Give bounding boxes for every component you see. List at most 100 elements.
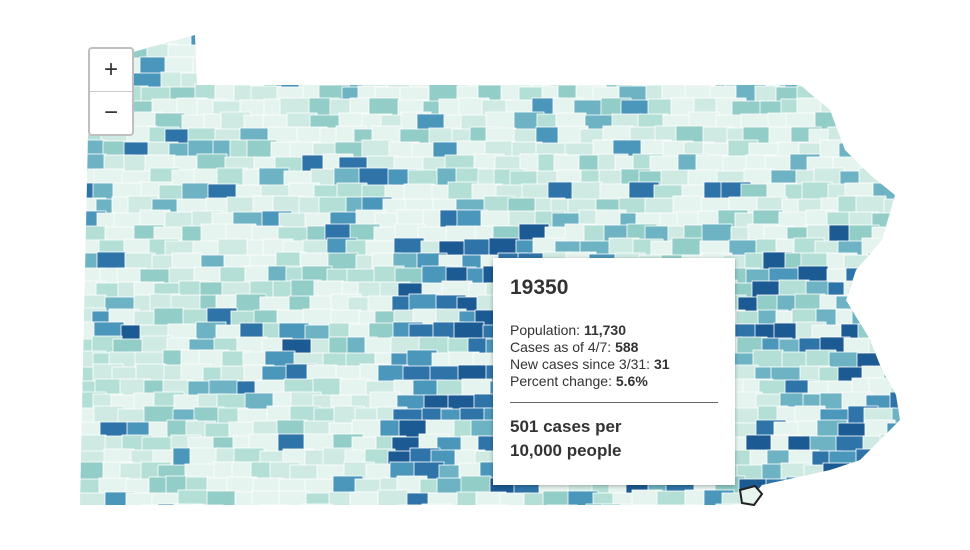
zip-region[interactable] (483, 29, 515, 48)
zip-region[interactable] (899, 450, 930, 470)
zip-region[interactable] (829, 477, 861, 497)
zip-region[interactable] (531, 28, 563, 47)
zip-region[interactable] (622, 28, 654, 47)
zip-region[interactable] (731, 504, 763, 523)
zip-region[interactable] (488, 43, 520, 63)
zip-region[interactable] (902, 127, 932, 145)
zip-region[interactable] (837, 58, 869, 78)
zip-region[interactable] (561, 41, 593, 61)
zip-region[interactable] (878, 475, 909, 495)
zip-region[interactable] (643, 41, 675, 61)
zip-region[interactable] (397, 504, 429, 523)
zip-region[interactable] (763, 30, 795, 49)
zoom-in-button[interactable]: + (103, 56, 118, 83)
zip-region[interactable] (601, 503, 633, 522)
zip-region[interactable] (416, 41, 448, 61)
zip-region[interactable] (415, 31, 447, 50)
zip-region[interactable] (759, 506, 789, 524)
zip-region[interactable] (357, 30, 389, 49)
zip-region[interactable] (788, 28, 820, 47)
zip-region[interactable] (96, 251, 128, 271)
zip-region[interactable] (571, 181, 603, 201)
zip-region[interactable] (899, 182, 930, 202)
highlighted-zip[interactable] (738, 484, 764, 507)
zip-region[interactable] (76, 29, 107, 48)
zip-region[interactable] (322, 42, 354, 62)
zoom-out-button[interactable]: − (90, 91, 132, 134)
zip-region[interactable] (327, 252, 359, 272)
zip-region[interactable] (879, 324, 910, 344)
zip-region[interactable] (125, 492, 157, 511)
zip-region[interactable] (493, 55, 525, 75)
zip-region[interactable] (464, 30, 496, 49)
zip-region[interactable] (566, 506, 596, 524)
zip-region[interactable] (875, 449, 906, 469)
zip-region[interactable] (255, 43, 287, 63)
zip-region[interactable] (901, 59, 931, 77)
zip-region[interactable] (76, 492, 107, 511)
zip-region[interactable] (885, 156, 916, 176)
zip-region[interactable] (886, 240, 917, 260)
zip-region[interactable] (857, 70, 889, 90)
zip-region[interactable] (822, 462, 854, 482)
zip-region[interactable] (887, 98, 918, 118)
zip-region[interactable] (98, 506, 128, 524)
zip-region[interactable] (889, 391, 920, 411)
zip-region[interactable] (277, 31, 309, 50)
zip-region[interactable] (872, 462, 903, 482)
zip-region[interactable] (76, 434, 107, 454)
zip-region[interactable] (216, 167, 248, 187)
zip-region[interactable] (785, 476, 817, 496)
zip-region[interactable] (319, 29, 351, 48)
zip-region[interactable] (864, 31, 896, 50)
zip-region[interactable] (192, 56, 224, 76)
zip-region[interactable] (153, 307, 185, 327)
zip-region[interactable] (883, 126, 914, 146)
zip-region[interactable] (801, 489, 833, 508)
zip-region[interactable] (477, 504, 509, 523)
zip-region[interactable] (425, 58, 457, 78)
zip-region[interactable] (881, 44, 912, 64)
zip-region[interactable] (375, 29, 407, 48)
zip-region[interactable] (656, 490, 688, 509)
zip-region[interactable] (610, 44, 642, 64)
zip-region[interactable] (825, 86, 857, 106)
zip-region[interactable] (319, 57, 351, 77)
zip-region[interactable] (715, 503, 747, 522)
zip-region[interactable] (660, 30, 692, 49)
zip-region[interactable] (238, 507, 268, 525)
zip-region[interactable] (850, 86, 882, 106)
zip-region[interactable] (546, 504, 578, 523)
zip-region[interactable] (346, 506, 376, 524)
zip-region[interactable] (826, 42, 858, 62)
zip-region[interactable] (881, 349, 912, 369)
zip-region[interactable] (151, 492, 183, 511)
zip-region[interactable] (811, 30, 843, 49)
zip-region[interactable] (349, 491, 381, 510)
zip-region[interactable] (533, 41, 565, 61)
zip-region[interactable] (460, 475, 492, 495)
zip-region[interactable] (867, 252, 899, 272)
zip-region[interactable] (76, 506, 106, 524)
zip-region[interactable] (585, 42, 617, 62)
zip-region[interactable] (213, 30, 245, 49)
zip-region[interactable] (396, 30, 428, 49)
zip-region[interactable] (843, 503, 875, 522)
zip-region[interactable] (861, 155, 893, 175)
zip-region[interactable] (427, 492, 459, 511)
zip-region[interactable] (669, 504, 701, 523)
zip-region[interactable] (897, 433, 928, 453)
zip-region[interactable] (872, 112, 903, 132)
zip-region[interactable] (173, 503, 205, 522)
zip-region[interactable] (157, 503, 189, 522)
zip-region[interactable] (514, 41, 546, 61)
zip-region[interactable] (192, 504, 224, 523)
zip-region[interactable] (693, 506, 723, 524)
zip-region[interactable] (749, 55, 781, 75)
zip-region[interactable] (217, 238, 249, 258)
zip-region[interactable] (853, 57, 885, 77)
zip-region[interactable] (504, 28, 536, 47)
zip-region[interactable] (566, 28, 598, 47)
zip-region[interactable] (594, 31, 626, 50)
zip-region[interactable] (833, 71, 865, 91)
